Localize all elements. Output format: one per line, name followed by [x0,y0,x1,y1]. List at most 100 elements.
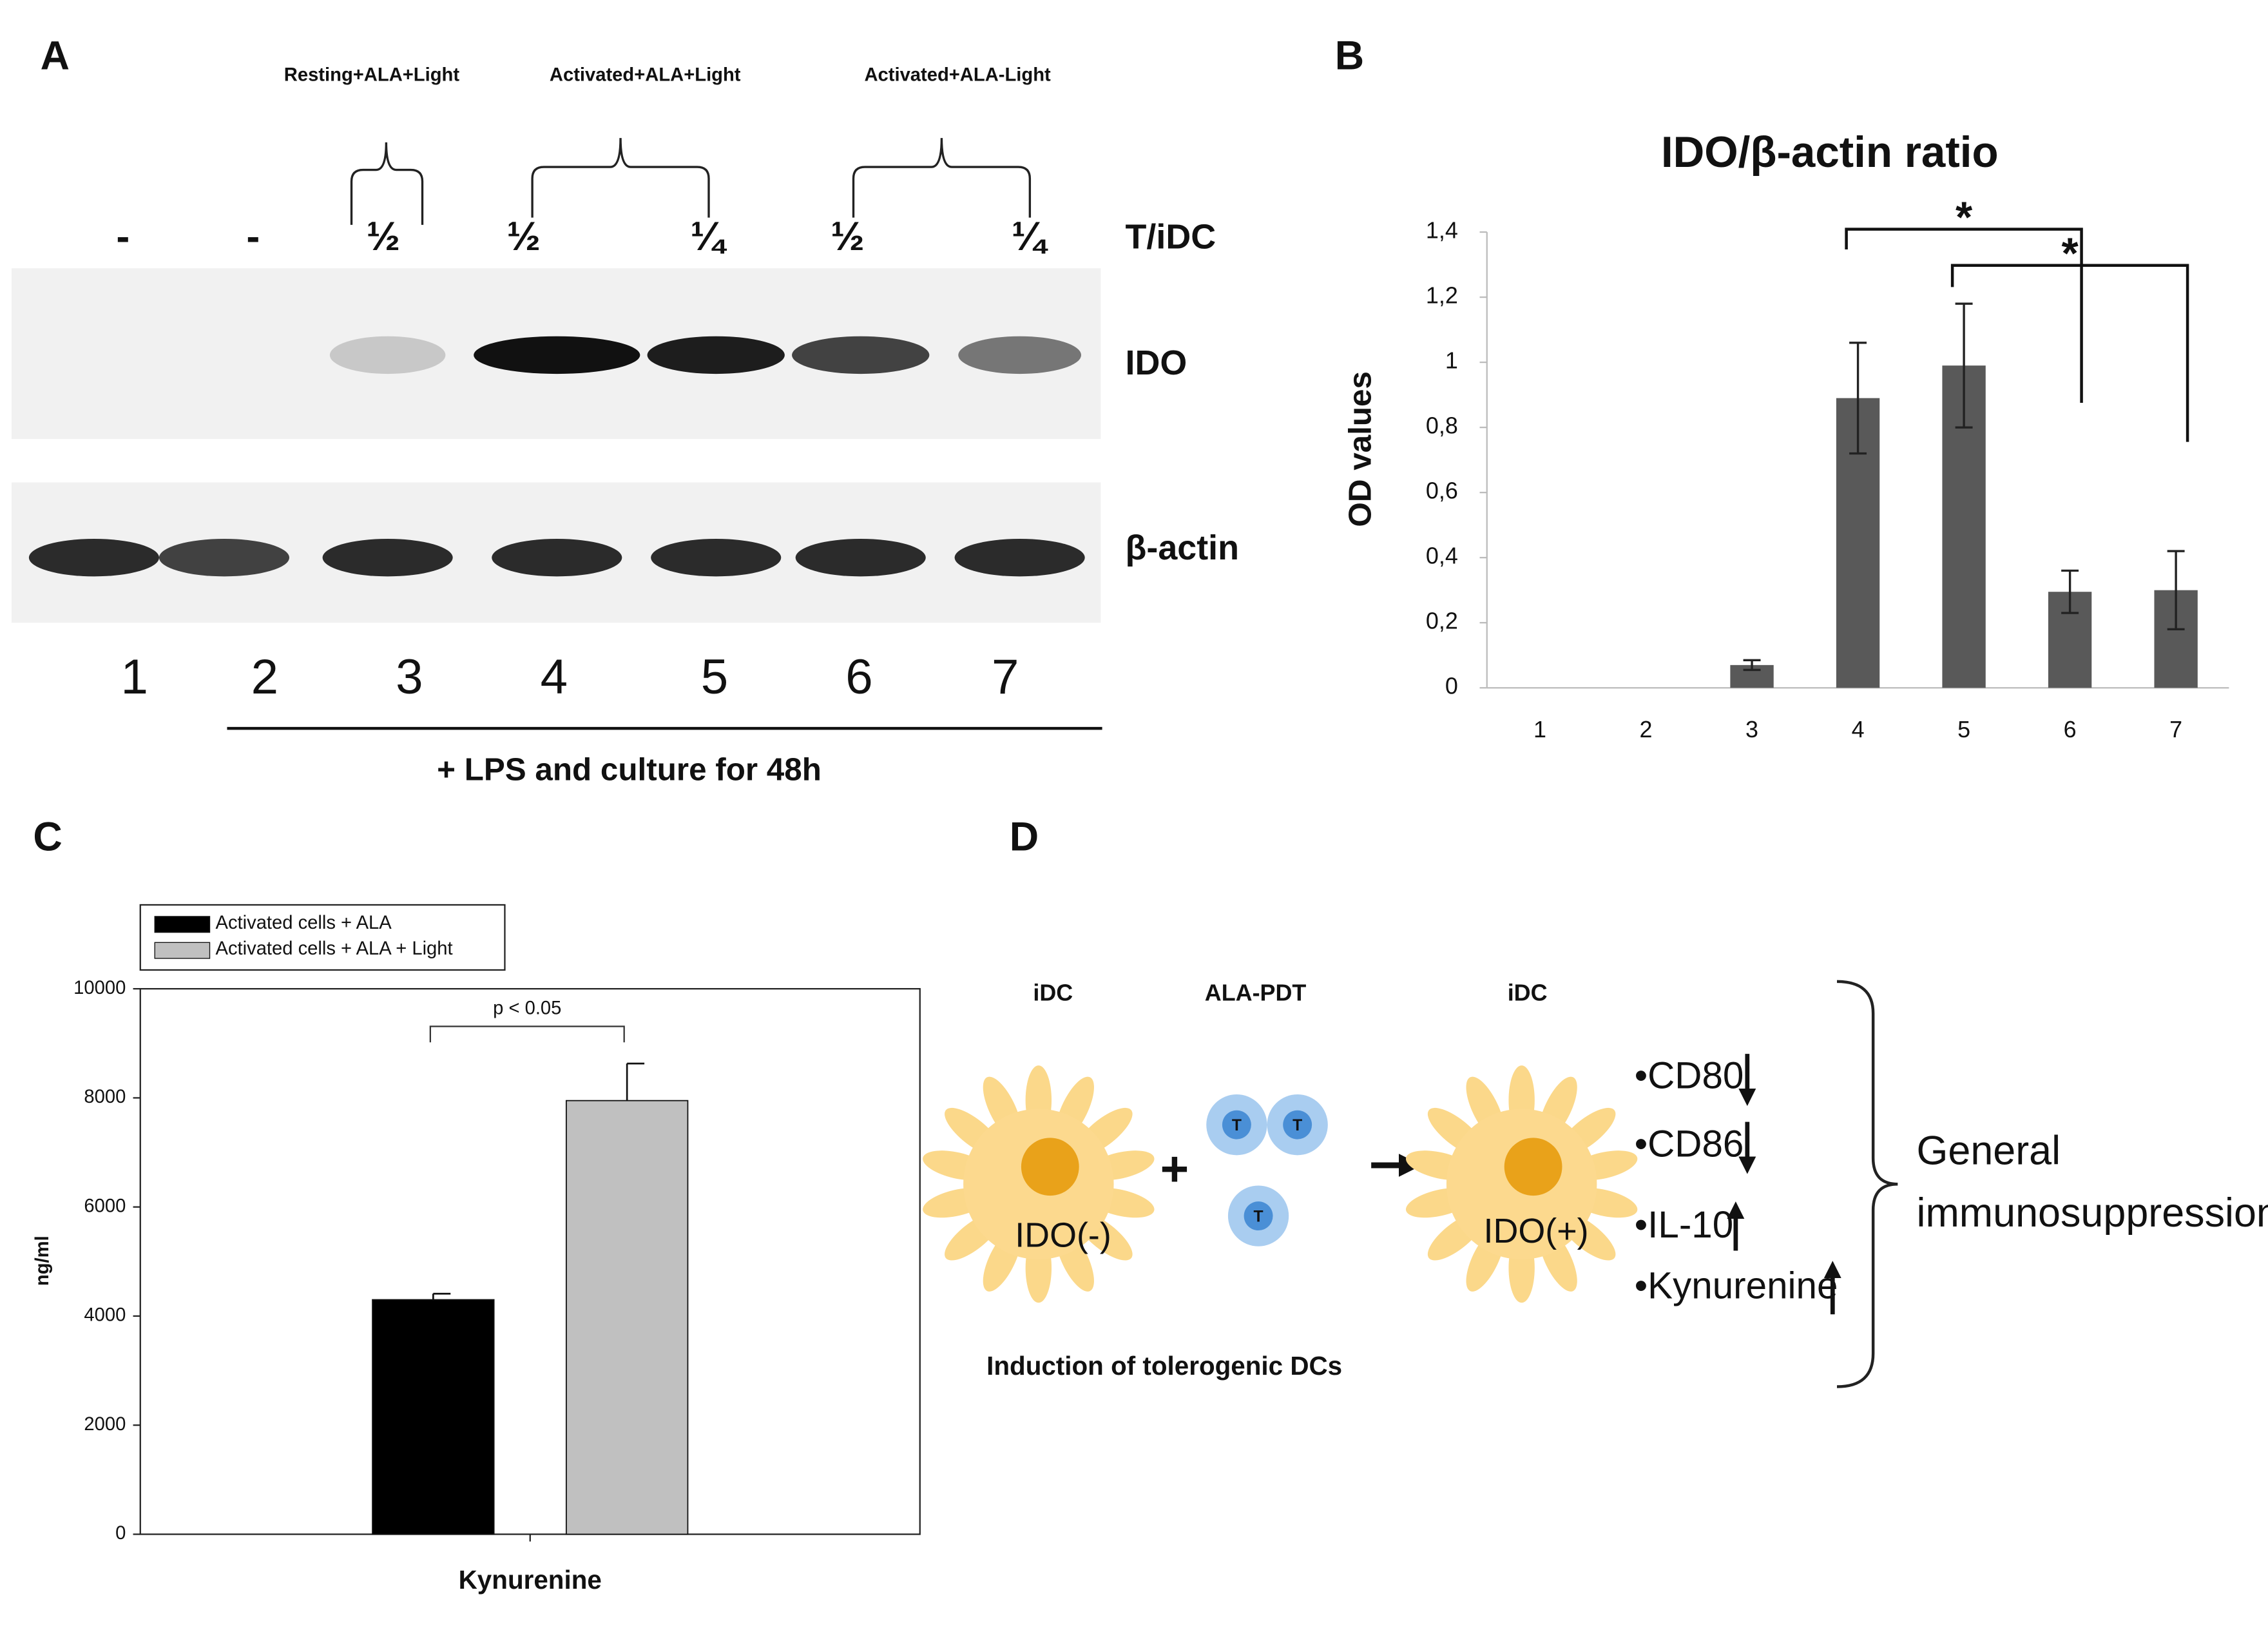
y-tick-label: 0 [115,1523,126,1544]
chart-b: IDO/β-actin ratio OD values 0 0,2 0,4 0,6 0,8 1… [1343,128,2229,742]
chart-title: IDO/β-actin ratio [1661,128,1999,177]
marker: •IL-10 [1635,1204,1733,1246]
significance-label: * [2062,229,2079,278]
bar [372,1299,495,1535]
significance-bracket [1950,264,2189,442]
lane-number: 1 [121,650,148,704]
legend-swatch [154,942,211,959]
chart-c: ng/ml 0 2000 4000 6000 8000 10000 Kynurenine Act… [32,904,921,1595]
y-tick-label: 0,8 [1426,412,1458,439]
y-tick-label: 0 [1445,673,1458,699]
actin-band [28,538,159,577]
t-cell-label: T [1293,1117,1302,1134]
ratio-label: ¼ [1012,214,1048,259]
caption: Induction of tolerogenic DCs [986,1351,1342,1381]
lane-number: 7 [992,650,1019,704]
row-label: β-actin [1126,529,1240,567]
error-bar [1955,302,1973,429]
t-cell-label: T [1254,1208,1264,1225]
error-bar [432,1292,451,1300]
legend-label: Activated cells + ALA + Light [215,938,452,959]
y-axis-label: OD values [1343,371,1378,527]
x-tick-label: 2 [1640,716,1653,742]
marker: •Kynurenine [1635,1265,1838,1306]
lane-number: 6 [845,650,872,704]
y-tick-label: 0,2 [1426,608,1458,634]
diagram-header: ALA-PDT [1205,980,1307,1006]
ido-band [329,336,446,374]
y-tick-label: 1,2 [1426,282,1458,309]
x-tick-label: 6 [2064,716,2077,742]
cell-label: IDO(-) [1015,1216,1111,1255]
ido-band [792,336,930,374]
brace [852,138,1032,218]
lane-number: 3 [396,650,423,704]
x-tick-label: 5 [1957,716,1970,742]
actin-band [954,538,1085,577]
x-tick-label: 1 [1533,716,1546,742]
dendritic-cell [923,1065,1155,1303]
y-tick-label: 1,4 [1426,217,1458,244]
row-label: IDO [1126,344,1187,382]
actin-band [159,538,289,577]
brace [350,142,424,225]
nucleus [1504,1138,1562,1196]
ido-band [474,336,640,374]
ratio-label: ½ [506,214,540,259]
blot: - - ½ ½ ¼ ½ ¼ 1 2 3 4 5 6 7 [28,214,1085,704]
actin-band [795,538,926,577]
actin-band [651,538,782,577]
cell-label: IDO(+) [1484,1212,1589,1250]
error-bar [1743,659,1761,672]
panel-label: B [1335,33,1364,78]
group-label: Resting+ALA+Light [284,64,460,85]
dendritic-cell [1405,1065,1638,1303]
group-label: Activated+ALA-Light [864,64,1051,85]
y-tick-label: 4000 [84,1305,126,1326]
t-cell-label: T [1232,1117,1242,1134]
legend-swatch [154,916,211,933]
significance-bracket [429,1025,625,1043]
outcome: General [1916,1129,2061,1174]
lane-number: 4 [541,650,568,704]
t-nucleus [1222,1110,1251,1140]
diagram: iDC ALA-PDT iDC + •CD80 •CD86 •IL-10 •Ky… [923,980,2268,1388]
marker-arrows [1727,1054,1841,1315]
ratio-label: ½ [367,214,400,259]
x-tick-label: Kynurenine [459,1565,602,1595]
ido-band [958,336,1082,374]
legend-label: Activated cells + ALA [215,913,392,933]
y-tick-label: 10000 [73,978,126,998]
treatment-label: + LPS and culture for 48h [437,752,822,787]
marker: •CD86 [1635,1123,1744,1165]
significance-label: * [1956,193,1973,242]
y-tick-label: 6000 [84,1196,126,1216]
significance-label: p < 0.05 [493,998,561,1018]
lane-number: 2 [251,650,278,704]
panel-label: D [1010,815,1039,860]
diagram-header: iDC [1033,980,1073,1006]
x-tick-label: 3 [1745,716,1758,742]
ido-band [647,336,785,374]
bar [565,1100,689,1535]
row-header: T/iDC [1126,218,1216,257]
ratio-label: ½ [831,214,864,259]
error-bar [2167,550,2185,630]
ratio-label: ¼ [691,214,727,259]
error-bar [626,1062,645,1101]
panel-label: A [41,33,70,78]
y-tick-label: 0,6 [1426,478,1458,504]
braces [350,138,1032,225]
lane-number: 5 [701,650,728,704]
legend-box [139,904,506,971]
actin-band [322,538,453,577]
y-tick-label: 1 [1445,347,1458,374]
diagram-header: iDC [1508,980,1548,1006]
x-tick-label: 7 [2169,716,2182,742]
y-axis-label: ng/ml [32,1236,53,1286]
y-tick-label: 2000 [84,1414,126,1435]
marker: •CD80 [1635,1055,1744,1097]
y-tick-label: 8000 [84,1087,126,1107]
